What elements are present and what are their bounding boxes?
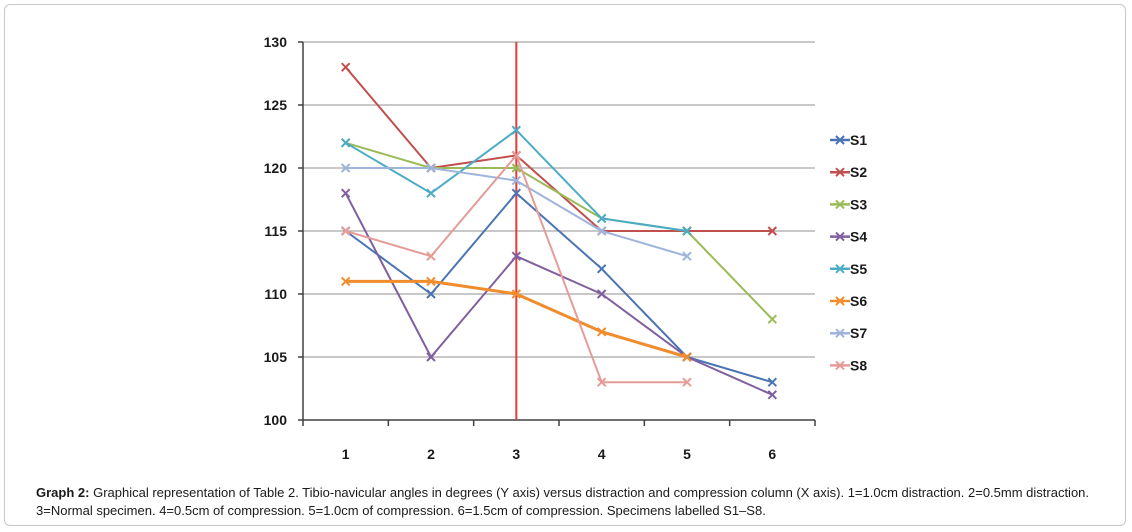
series-s2 [340, 62, 778, 236]
series-s7-point [426, 163, 436, 173]
legend-marker [835, 199, 845, 210]
legend-label: S6 [850, 293, 867, 309]
x-tick-label: 4 [598, 446, 606, 462]
series-s1-point [767, 377, 778, 387]
series-s2-point [340, 62, 351, 72]
legend-item-s3: S3 [830, 196, 867, 212]
series-s6-point [426, 276, 436, 287]
series-s6-point [511, 289, 522, 299]
series-s5 [340, 125, 692, 236]
legend-label: S3 [850, 196, 867, 212]
y-tick-label: 100 [264, 412, 288, 428]
series-s6-point [596, 327, 607, 337]
legend-marker [835, 167, 845, 177]
legend-marker [835, 231, 845, 242]
series-s4-point [340, 188, 351, 198]
legend-marker [835, 135, 845, 145]
y-tick-label: 105 [264, 349, 288, 365]
series-s8-point [426, 251, 436, 261]
legend-marker [835, 264, 845, 274]
figure-frame [4, 4, 1126, 526]
caption-text: Graphical representation of Table 2. Tib… [36, 485, 1090, 518]
series-s5-point [426, 188, 436, 198]
series-s3-point [767, 314, 778, 324]
legend-item-s8: S8 [830, 357, 867, 373]
legend-label: S4 [850, 229, 867, 245]
line-chart: 100 105 110 115 120 125 130 1 2 3 4 5 6 S1 S2 S3 S4 S5 S6… [264, 34, 868, 462]
x-tick-label: 1 [342, 446, 350, 462]
series-s6-point [682, 352, 692, 362]
series-s4-point [511, 251, 522, 261]
series-s8 [340, 150, 692, 387]
series-s7 [340, 163, 692, 261]
series-s8-point [596, 377, 607, 387]
series-s7-point [340, 163, 351, 173]
legend-label: S8 [850, 357, 867, 373]
series-s8-point [511, 150, 522, 161]
series-s4-point [767, 390, 778, 400]
caption-label: Graph 2: [36, 485, 90, 500]
legend-item-s5: S5 [830, 261, 867, 277]
series-s8-point [682, 377, 692, 387]
x-tick-label: 3 [512, 446, 520, 462]
series-s8-point [340, 226, 351, 236]
x-tick-label: 6 [768, 446, 776, 462]
legend-label: S2 [850, 164, 867, 180]
legend-item-s6: S6 [830, 293, 867, 309]
series-s6 [340, 276, 692, 362]
legend-item-s2: S2 [830, 164, 867, 180]
legend-item-s1: S1 [830, 132, 867, 148]
series-s4-point [596, 289, 607, 299]
series-s3-point [511, 163, 522, 173]
y-tick-label: 115 [264, 223, 287, 239]
legend-item-s7: S7 [830, 325, 867, 341]
legend-marker [835, 296, 845, 306]
series-s5-point [511, 125, 522, 135]
y-tick-label: 120 [264, 160, 288, 176]
series-s6-point [340, 276, 351, 287]
legend-label: S1 [850, 132, 867, 148]
legend-marker [835, 328, 845, 338]
legend-marker [835, 360, 845, 371]
series-s1-point [511, 188, 522, 198]
series-s3-line [345, 141, 774, 320]
x-tick-label: 2 [427, 446, 435, 462]
series-s7-point [682, 251, 692, 261]
series-s1-point [596, 264, 607, 274]
series-s1-point [426, 289, 436, 299]
series-s4-line [344, 192, 773, 396]
series-s5-point [682, 226, 692, 236]
series-s5-point [340, 138, 351, 148]
y-tick-label: 110 [264, 286, 287, 302]
series-s1-line [345, 192, 773, 384]
x-tick-label: 5 [683, 446, 691, 462]
series-s5-point [596, 213, 607, 224]
series-s7-point [511, 175, 522, 186]
legend-label: S7 [850, 325, 867, 341]
figure-caption: Graph 2: Graphical representation of Tab… [36, 484, 1106, 520]
legend-item-s4: S4 [830, 229, 867, 245]
series-s2-point [767, 226, 778, 236]
series-s4-point [426, 352, 436, 362]
y-tick-label: 130 [264, 34, 288, 50]
legend-label: S5 [850, 261, 867, 277]
y-tick-label: 125 [264, 97, 288, 113]
series-s7-point [596, 226, 607, 236]
